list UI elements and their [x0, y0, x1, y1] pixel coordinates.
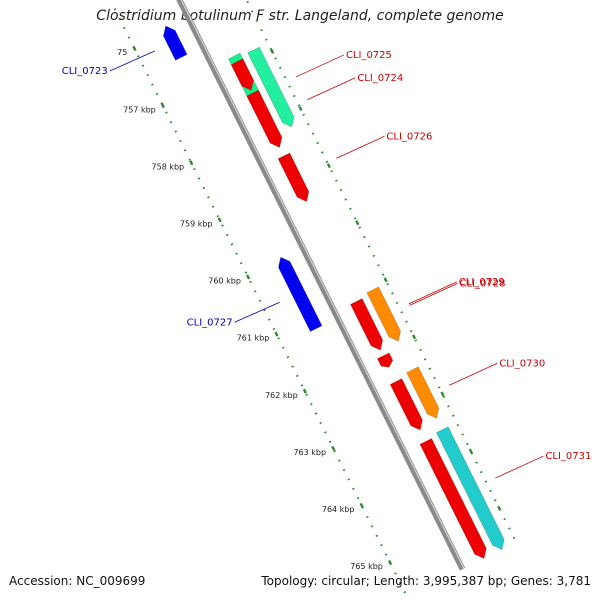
map-title: Clostridium botulinum F str. Langeland, …	[96, 8, 504, 24]
gene-feature[interactable]	[406, 366, 440, 419]
major-tick	[246, 274, 251, 280]
gene-feature[interactable]	[419, 438, 487, 559]
major-tick	[359, 502, 364, 508]
gene-feature[interactable]	[246, 89, 283, 148]
gene-label[interactable]: CLI_0727	[187, 317, 233, 328]
gene-label-leader	[336, 135, 385, 159]
major-tick	[160, 103, 165, 109]
tick-label: 761 kbp	[237, 334, 270, 343]
major-tick	[270, 48, 275, 54]
major-tick	[217, 217, 222, 223]
genome-backbone	[176, 0, 466, 571]
tick-label: 765 kbp	[350, 562, 383, 571]
major-tick	[497, 505, 502, 511]
gene-label-leader	[307, 77, 356, 101]
gene-feature[interactable]	[278, 256, 323, 332]
tick-layer: 75 757 kbp 758 kbp 759 kbp 760 kbp 761 kbp 762…	[113, 0, 518, 598]
gene-feature[interactable]	[389, 378, 423, 431]
inner-tick-rail	[113, 8, 409, 598]
gene-feature[interactable]	[247, 46, 295, 128]
major-tick	[326, 163, 331, 169]
gene-label[interactable]: CLI_0725	[346, 50, 392, 61]
gene-feature[interactable]	[350, 298, 384, 351]
gene-feature[interactable]	[230, 58, 254, 91]
gene-feature[interactable]	[163, 25, 188, 61]
tick-label: 759 kbp	[180, 219, 213, 228]
major-tick	[387, 559, 393, 566]
major-tick	[468, 448, 473, 454]
gene-label[interactable]: CLI_0731	[545, 451, 591, 462]
accession-text: Accession: NC_009699	[9, 574, 146, 588]
gene-label[interactable]: CLI_0728	[460, 278, 506, 289]
major-tick	[298, 105, 303, 112]
major-tick	[302, 388, 307, 394]
gene-feature[interactable]	[366, 286, 401, 342]
major-tick	[189, 160, 194, 166]
gene-label-leader	[409, 282, 458, 306]
tick-label: 763 kbp	[293, 448, 326, 457]
gene-feature[interactable]	[376, 352, 394, 368]
tick-label: 757 kbp	[123, 105, 156, 114]
tick-label: 764 kbp	[322, 505, 355, 514]
major-tick	[383, 277, 388, 283]
label-layer: CLI_0723 CLI_0724 CLI_0725 CLI_0726 CLI_0727…	[62, 50, 591, 479]
gene-label-leader	[408, 281, 457, 305]
tick-label: 762 kbp	[265, 391, 298, 400]
tick-label: 75	[117, 48, 127, 57]
major-tick	[132, 46, 137, 52]
major-tick	[274, 331, 279, 337]
gene-label-leader	[234, 301, 280, 323]
gene-label-leader	[109, 50, 155, 72]
tick-label: 758 kbp	[152, 162, 185, 171]
gene-label[interactable]: CLI_0726	[386, 131, 432, 142]
major-tick	[440, 391, 445, 397]
genome-summary-text: Topology: circular; Length: 3,995,387 bp…	[261, 574, 591, 588]
tick-label: 760 kbp	[208, 277, 241, 286]
gene-label-leader	[449, 362, 498, 386]
gene-feature[interactable]	[277, 152, 310, 203]
gene-feature[interactable]	[436, 426, 505, 551]
major-tick	[331, 445, 336, 451]
gene-label[interactable]: CLI_0729	[459, 277, 505, 288]
gene-label-leader	[295, 54, 345, 78]
genome-backbone-highlight	[180, 0, 465, 569]
gene-label[interactable]: CLI_0730	[499, 358, 545, 369]
major-tick	[411, 334, 417, 340]
gene-label-leader	[495, 455, 544, 479]
major-tick	[355, 220, 360, 226]
gene-label[interactable]: CLI_0723	[62, 66, 108, 77]
gene-layer	[163, 25, 505, 559]
gene-label[interactable]: CLI_0724	[357, 73, 403, 84]
outer-tick-rail	[245, 0, 518, 543]
